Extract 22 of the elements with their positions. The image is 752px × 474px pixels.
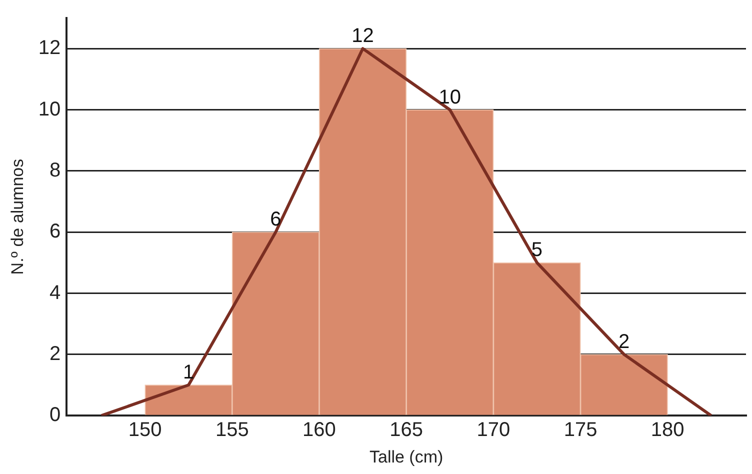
x-axis-title: Talle (cm): [369, 447, 444, 466]
data-label: 5: [531, 239, 543, 262]
x-tick-label: 180: [650, 419, 684, 442]
x-tick-label: 175: [564, 419, 598, 442]
data-label: 6: [270, 208, 282, 231]
data-label: 1: [183, 362, 194, 384]
y-tick-label: 12: [38, 37, 61, 60]
y-tick-label: 0: [50, 404, 61, 426]
y-tick-label: 2: [50, 342, 61, 365]
y-tick-label: 8: [50, 159, 61, 182]
y-axis-title: N.º de alumnos: [8, 158, 27, 275]
data-label: 12: [352, 25, 374, 48]
x-tick-label: 150: [128, 419, 162, 442]
x-tick-label: 160: [302, 419, 336, 442]
x-tick-label: 165: [390, 419, 424, 442]
x-tick-label: 170: [476, 419, 510, 442]
data-label: 2: [618, 330, 630, 353]
y-tick-label: 4: [50, 282, 61, 304]
y-tick-label: 10: [38, 98, 61, 120]
y-tick-label: 6: [50, 220, 61, 243]
x-tick-label: 155: [215, 419, 249, 442]
data-label: 10: [438, 86, 461, 108]
